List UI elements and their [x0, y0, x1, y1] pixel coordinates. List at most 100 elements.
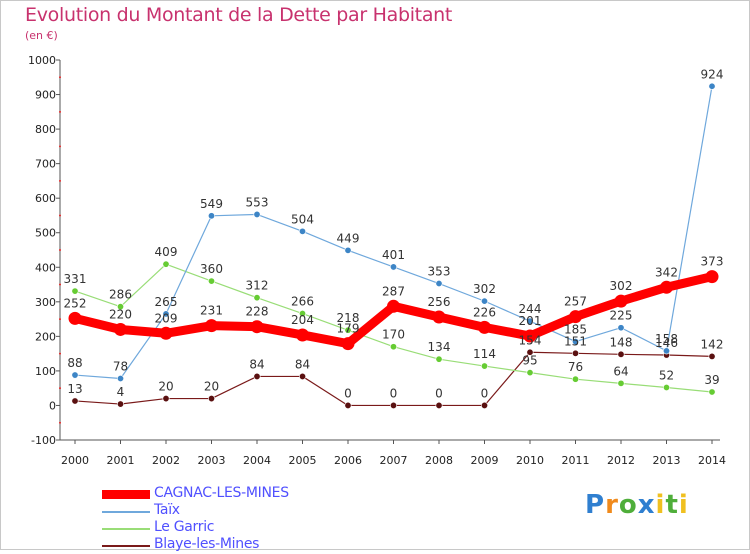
data-point-blaye-les-mines: [208, 395, 216, 403]
data-point-le-garric: [162, 260, 170, 268]
data-point-blaye-les-mines: [571, 349, 579, 357]
data-label-cagnac-les-mines: 231: [200, 304, 223, 318]
data-label-blaye-les-mines: 20: [204, 380, 219, 394]
data-label-blaye-les-mines: 151: [564, 334, 587, 348]
legend-item-le-garric: Le Garric: [102, 519, 382, 537]
data-label-le-garric: 170: [382, 328, 405, 342]
data-point-ta-x: [71, 371, 79, 379]
data-point-le-garric: [708, 388, 716, 396]
data-label-ta-x: 924: [701, 67, 724, 81]
y-tick-label: 400: [35, 261, 56, 274]
data-point-le-garric: [480, 362, 488, 370]
y-minor-tick: [59, 76, 61, 79]
data-label-cagnac-les-mines: 226: [473, 305, 496, 319]
data-label-ta-x: 78: [113, 360, 128, 374]
y-tick-label: 700: [35, 158, 56, 171]
y-tick-label: 1000: [28, 54, 56, 67]
data-label-blaye-les-mines: 0: [481, 386, 489, 400]
y-minor-tick: [59, 318, 61, 321]
data-label-cagnac-les-mines: 220: [109, 307, 132, 321]
data-point-blaye-les-mines: [298, 372, 306, 380]
data-point-cagnac-les-mines: [387, 299, 400, 313]
data-label-cagnac-les-mines: 287: [382, 284, 405, 298]
y-minor-tick: [59, 179, 61, 182]
y-tick-label: 500: [35, 227, 56, 240]
data-label-ta-x: 401: [382, 248, 405, 262]
data-point-blaye-les-mines: [117, 400, 125, 408]
y-minor-tick: [59, 145, 61, 148]
data-point-le-garric: [526, 369, 534, 377]
legend-swatch-blaye: [102, 545, 150, 547]
data-label-ta-x: 185: [564, 323, 587, 337]
legend-label-blaye: Blaye-les-Mines: [154, 536, 260, 552]
data-point-cagnac-les-mines: [296, 328, 309, 342]
data-label-ta-x: 88: [67, 356, 82, 370]
data-label-blaye-les-mines: 13: [67, 382, 82, 396]
x-tick-label: 2012: [607, 454, 635, 467]
x-tick-label: 2000: [61, 454, 89, 467]
legend-swatch-le-garric: [102, 528, 150, 530]
y-tick-label: 200: [35, 330, 56, 343]
x-tick-label: 2009: [471, 454, 499, 467]
y-tick-label: 600: [35, 192, 56, 205]
proxiti-logo: Proxiti: [585, 490, 689, 520]
data-label-blaye-les-mines: 142: [701, 337, 724, 351]
data-label-cagnac-les-mines: 201: [519, 314, 542, 328]
data-label-ta-x: 225: [610, 309, 633, 323]
data-label-le-garric: 331: [64, 272, 87, 286]
legend-item-blaye: Blaye-les-Mines: [102, 536, 382, 554]
data-point-le-garric: [571, 375, 579, 383]
data-point-ta-x: [708, 82, 716, 90]
legend-label-le-garric: Le Garric: [154, 519, 215, 535]
data-point-ta-x: [298, 227, 306, 235]
y-minor-tick: [59, 387, 61, 390]
data-point-ta-x: [526, 317, 534, 325]
y-minor-tick: [59, 214, 61, 217]
y-tick-label: 100: [35, 365, 56, 378]
x-tick-label: 2001: [107, 454, 135, 467]
data-label-cagnac-les-mines: 179: [337, 322, 360, 336]
data-point-le-garric: [389, 343, 397, 351]
data-point-le-garric: [71, 287, 79, 295]
data-label-ta-x: 265: [155, 295, 178, 309]
data-label-cagnac-les-mines: 252: [64, 296, 87, 310]
data-label-ta-x: 158: [655, 332, 678, 346]
data-point-cagnac-les-mines: [68, 311, 82, 325]
legend-label-taix: Taïx: [154, 502, 180, 518]
data-label-cagnac-les-mines: 256: [428, 295, 451, 309]
data-label-blaye-les-mines: 0: [344, 386, 352, 400]
data-point-cagnac-les-mines: [660, 280, 673, 294]
x-tick-label: 2003: [198, 454, 226, 467]
legend-item-taix: Taïx: [102, 502, 382, 520]
data-label-cagnac-les-mines: 373: [701, 255, 724, 269]
data-point-ta-x: [117, 375, 125, 383]
data-point-le-garric: [435, 355, 443, 363]
y-minor-tick: [59, 249, 61, 251]
data-label-cagnac-les-mines: 209: [155, 311, 178, 325]
chart-unit: (en €): [25, 29, 58, 42]
data-label-le-garric: 218: [337, 311, 360, 325]
data-point-le-garric: [344, 326, 352, 334]
y-tick-label: 300: [35, 296, 56, 309]
data-point-blaye-les-mines: [617, 350, 625, 358]
data-label-blaye-les-mines: 84: [295, 357, 310, 371]
data-point-cagnac-les-mines: [569, 310, 582, 324]
data-point-ta-x: [344, 246, 352, 254]
data-label-cagnac-les-mines: 302: [610, 279, 633, 293]
data-point-cagnac-les-mines: [114, 322, 127, 336]
data-point-ta-x: [389, 263, 397, 271]
data-label-cagnac-les-mines: 342: [655, 265, 678, 279]
data-point-le-garric: [617, 379, 625, 387]
legend-label-cagnac: CAGNAC-LES-MINES: [154, 485, 289, 501]
data-point-cagnac-les-mines: [432, 310, 446, 324]
data-point-cagnac-les-mines: [478, 320, 491, 334]
data-point-blaye-les-mines: [71, 397, 79, 405]
data-point-le-garric: [208, 277, 216, 285]
data-label-ta-x: 504: [291, 212, 314, 226]
data-label-ta-x: 244: [519, 302, 542, 316]
data-point-ta-x: [253, 210, 261, 218]
y-minor-tick: [59, 110, 61, 113]
data-label-le-garric: 52: [659, 368, 674, 382]
data-point-le-garric: [253, 294, 261, 302]
x-tick-label: 2010: [516, 454, 544, 467]
